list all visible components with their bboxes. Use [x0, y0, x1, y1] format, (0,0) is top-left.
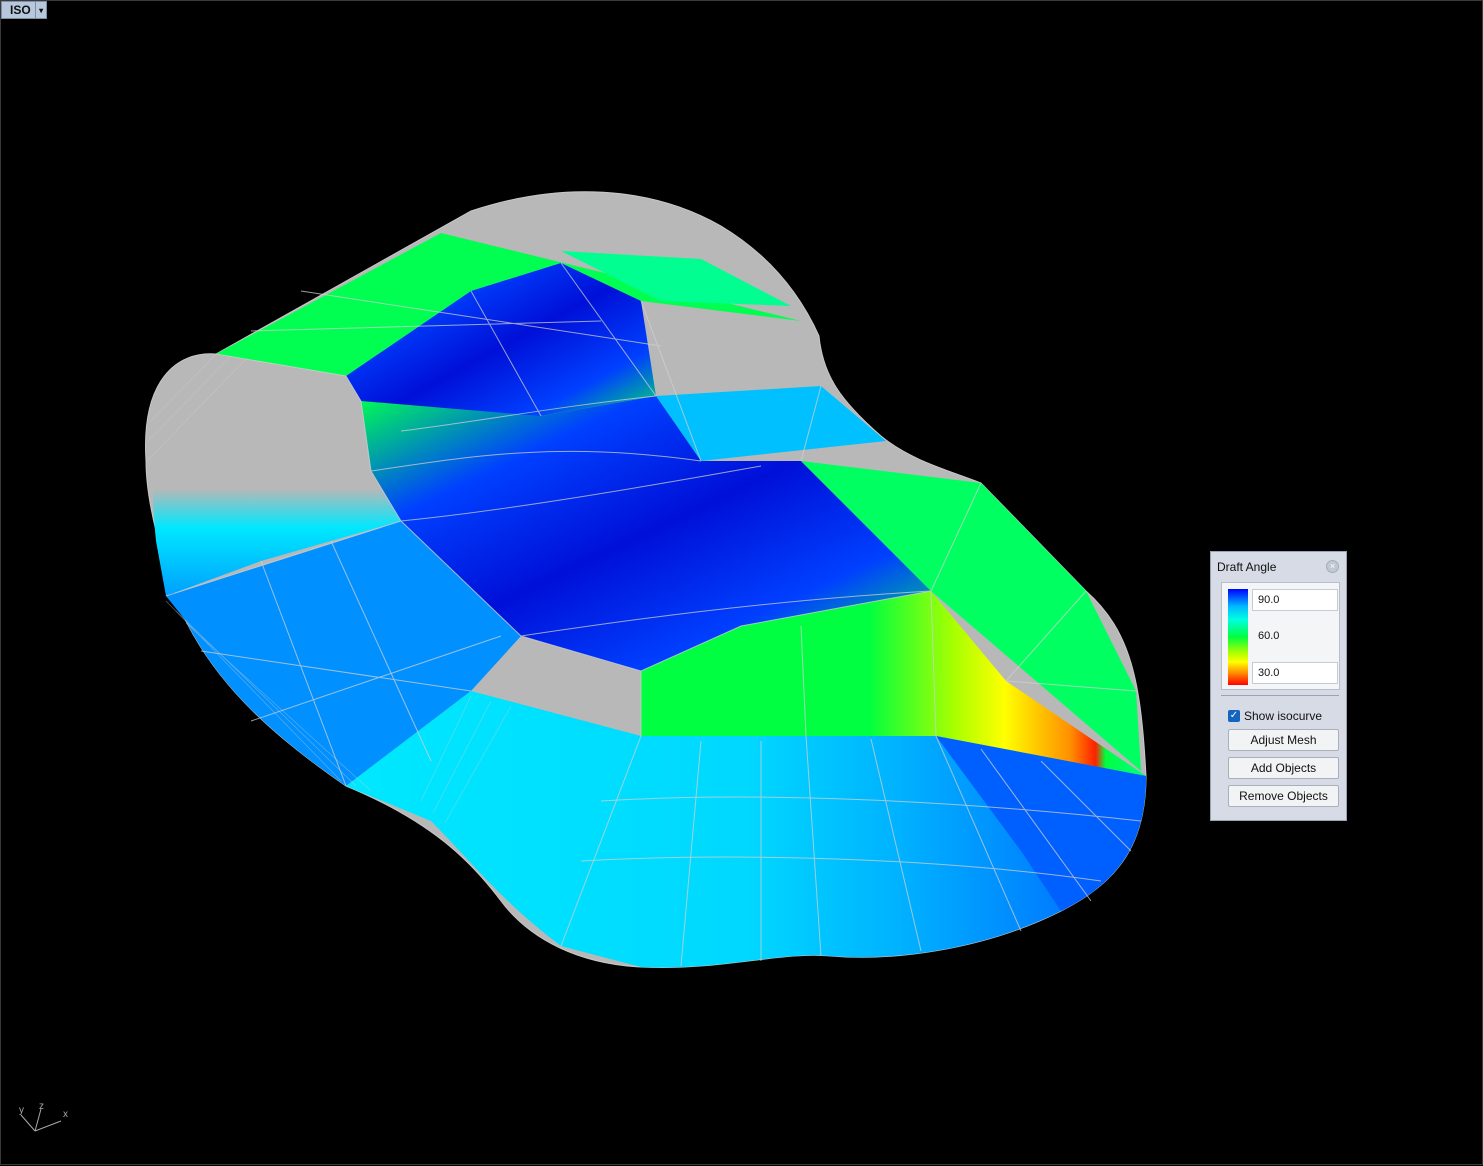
right-fan: [936, 736, 1146, 911]
axis-icon: [20, 1108, 62, 1132]
remove-objects-button[interactable]: Remove Objects: [1228, 785, 1339, 807]
color-gradient-bar: [1228, 589, 1248, 685]
show-isocurve-checkbox[interactable]: ✓: [1228, 710, 1240, 722]
axis-y-label: y: [19, 1105, 24, 1116]
ruling-lines: [146, 353, 512, 824]
left-blue-block: [166, 521, 521, 786]
add-objects-button[interactable]: Add Objects: [1228, 757, 1339, 779]
separator: [1221, 695, 1339, 696]
show-isocurve-label[interactable]: Show isocurve: [1244, 709, 1323, 723]
axis-indicator: y z x: [13, 1099, 83, 1139]
right-green: [801, 461, 1141, 771]
color-legend: 90.0 60.0 30.0: [1221, 582, 1340, 690]
view-dropdown-icon[interactable]: ▾: [35, 2, 46, 18]
view-tab[interactable]: ISO ▾: [1, 1, 47, 19]
upper-right-strip: [656, 386, 886, 461]
top-right-band: [561, 251, 791, 306]
max-angle-field[interactable]: 90.0: [1252, 589, 1338, 611]
top-band: [216, 233, 801, 376]
view-name[interactable]: ISO: [10, 3, 31, 17]
axis-z-label: z: [39, 1101, 44, 1112]
panel-title: Draft Angle: [1217, 560, 1277, 574]
draft-angle-panel: Draft Angle × 90.0 60.0 30.0 ✓ Show isoc…: [1210, 551, 1347, 821]
near-wall: [641, 591, 1146, 776]
close-icon[interactable]: ×: [1326, 560, 1339, 573]
adjust-mesh-button[interactable]: Adjust Mesh: [1228, 729, 1339, 751]
show-isocurve-row[interactable]: ✓ Show isocurve: [1228, 709, 1322, 723]
axis-x-label: x: [63, 1109, 68, 1120]
left-mid: [152, 401, 401, 596]
upper-channel: [346, 263, 656, 431]
min-angle-field[interactable]: 30.0: [1252, 662, 1338, 684]
isocurves: [165, 262, 1142, 967]
mid-angle-label: 60.0: [1258, 630, 1280, 642]
